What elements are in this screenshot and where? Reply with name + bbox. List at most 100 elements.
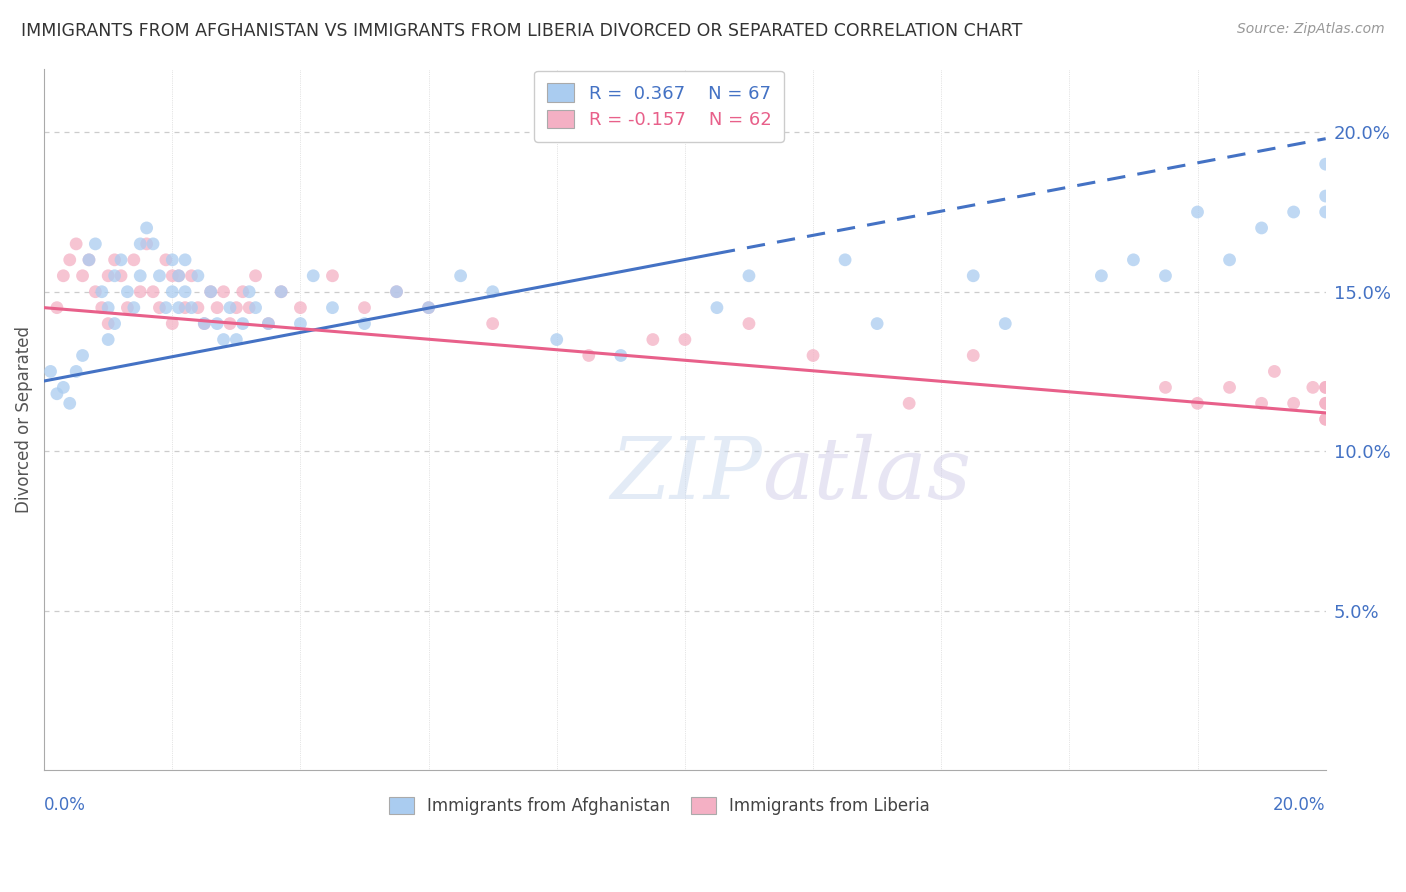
Point [97, 301, 120, 315]
Point [90, 285, 112, 299]
Point [1315, 380, 1337, 394]
Point [232, 317, 254, 331]
Point [72, 268, 94, 283]
Point [257, 317, 280, 331]
Point [801, 349, 824, 363]
Y-axis label: Divorced or Separated: Divorced or Separated [15, 326, 32, 513]
Point [97, 317, 120, 331]
Point [1315, 412, 1337, 426]
Point [302, 268, 325, 283]
Point [994, 317, 1017, 331]
Point [1315, 396, 1337, 410]
Point [1187, 396, 1209, 410]
Point [706, 301, 728, 315]
Point [1315, 189, 1337, 203]
Point [148, 268, 170, 283]
Text: atlas: atlas [762, 434, 972, 516]
Point [155, 252, 177, 267]
Point [1315, 396, 1337, 410]
Point [59, 396, 82, 410]
Point [1219, 380, 1241, 394]
Text: ZIP: ZIP [610, 434, 762, 516]
Point [962, 349, 984, 363]
Point [39, 364, 62, 378]
Point [59, 252, 82, 267]
Point [174, 252, 197, 267]
Point [187, 268, 209, 283]
Point [1315, 412, 1337, 426]
Point [481, 317, 503, 331]
Text: 20.0%: 20.0% [1274, 796, 1326, 814]
Point [135, 236, 157, 251]
Point [257, 317, 280, 331]
Point [238, 301, 260, 315]
Point [162, 317, 184, 331]
Point [129, 268, 152, 283]
Point [162, 268, 184, 283]
Point [200, 285, 222, 299]
Point [72, 349, 94, 363]
Point [225, 301, 247, 315]
Point [1187, 205, 1209, 219]
Point [1263, 364, 1285, 378]
Point [180, 301, 202, 315]
Point [1122, 252, 1144, 267]
Point [418, 301, 440, 315]
Point [97, 268, 120, 283]
Point [232, 285, 254, 299]
Point [738, 317, 761, 331]
Point [1219, 252, 1241, 267]
Point [84, 236, 107, 251]
Point [122, 301, 145, 315]
Point [193, 317, 215, 331]
Point [1315, 157, 1337, 171]
Point [110, 252, 132, 267]
Point [385, 285, 408, 299]
Point [122, 252, 145, 267]
Point [353, 317, 375, 331]
Point [245, 268, 267, 283]
Point [104, 317, 127, 331]
Point [1282, 396, 1305, 410]
Point [673, 333, 696, 347]
Point [200, 285, 222, 299]
Point [193, 317, 215, 331]
Point [174, 301, 197, 315]
Point [162, 285, 184, 299]
Point [1154, 268, 1177, 283]
Point [142, 236, 165, 251]
Point [546, 333, 568, 347]
Point [104, 268, 127, 283]
Text: IMMIGRANTS FROM AFGHANISTAN VS IMMIGRANTS FROM LIBERIA DIVORCED OR SEPARATED COR: IMMIGRANTS FROM AFGHANISTAN VS IMMIGRANT… [21, 22, 1022, 40]
Point [1250, 396, 1272, 410]
Point [167, 301, 190, 315]
Point [129, 236, 152, 251]
Point [866, 317, 889, 331]
Point [162, 252, 184, 267]
Point [578, 349, 600, 363]
Point [219, 301, 242, 315]
Point [97, 333, 120, 347]
Point [205, 317, 228, 331]
Point [155, 301, 177, 315]
Text: Source: ZipAtlas.com: Source: ZipAtlas.com [1237, 22, 1385, 37]
Point [962, 268, 984, 283]
Point [104, 252, 127, 267]
Point [84, 285, 107, 299]
Point [1282, 205, 1305, 219]
Point [174, 285, 197, 299]
Point [65, 236, 87, 251]
Point [129, 285, 152, 299]
Point [290, 317, 312, 331]
Point [205, 301, 228, 315]
Point [77, 252, 100, 267]
Point [385, 285, 408, 299]
Point [180, 268, 202, 283]
Point [834, 252, 856, 267]
Point [52, 380, 75, 394]
Point [225, 333, 247, 347]
Point [117, 285, 139, 299]
Point [481, 285, 503, 299]
Point [65, 364, 87, 378]
Point [738, 268, 761, 283]
